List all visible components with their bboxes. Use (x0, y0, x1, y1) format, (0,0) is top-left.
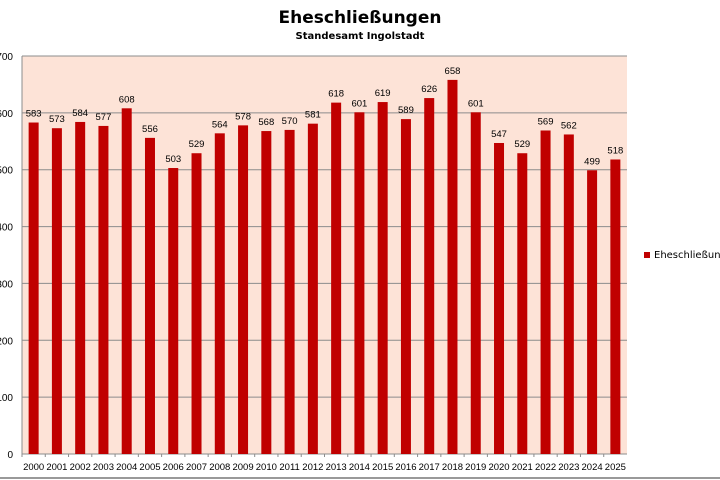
bar (331, 102, 342, 454)
data-label: 601 (351, 98, 367, 109)
bar (494, 142, 505, 454)
data-label: 568 (258, 117, 274, 128)
x-tick-label: 2013 (326, 462, 347, 473)
data-label: 601 (468, 98, 484, 109)
x-tick-label: 2020 (488, 462, 509, 473)
x-tick-label: 2017 (419, 462, 440, 473)
x-tick-label: 2021 (512, 462, 533, 473)
data-label: 503 (165, 154, 181, 165)
bar (610, 159, 621, 455)
x-tick-label: 2001 (46, 462, 67, 473)
bar (191, 153, 202, 454)
y-tick-label: 600 (0, 109, 13, 120)
data-label: 618 (328, 89, 344, 100)
bar (470, 112, 481, 454)
x-tick-label: 2023 (558, 462, 579, 473)
x-tick-label: 2014 (349, 462, 370, 473)
data-label: 589 (398, 105, 414, 116)
y-tick-label: 100 (0, 393, 13, 404)
x-tick-label: 2008 (209, 462, 230, 473)
x-tick-label: 2016 (395, 462, 416, 473)
x-tick-label: 2018 (442, 462, 463, 473)
divider (0, 477, 720, 479)
bar (168, 168, 179, 454)
x-tick-label: 2019 (465, 462, 486, 473)
x-tick-label: 2003 (93, 462, 114, 473)
legend-swatch (644, 252, 650, 258)
legend: Eheschließungen (644, 250, 720, 261)
bar (98, 125, 109, 454)
data-label: 583 (26, 109, 42, 120)
data-label: 529 (514, 139, 530, 150)
bar (28, 122, 39, 454)
data-label: 529 (189, 139, 205, 150)
data-label: 570 (282, 116, 298, 127)
data-label: 573 (49, 114, 65, 125)
x-tick-label: 2007 (186, 462, 207, 473)
data-label: 562 (561, 120, 577, 131)
bar (214, 133, 225, 454)
data-label: 518 (607, 145, 623, 156)
bar (284, 129, 295, 454)
x-tick-label: 2006 (163, 462, 184, 473)
legend-label: Eheschließungen (654, 250, 720, 261)
x-tick-label: 2012 (302, 462, 323, 473)
bar (377, 102, 388, 454)
x-tick-label: 2000 (23, 462, 44, 473)
x-tick-label: 2004 (116, 462, 137, 473)
plot-area (22, 56, 627, 454)
y-tick-label: 500 (0, 166, 13, 177)
x-tick-label: 2025 (605, 462, 626, 473)
x-tick-label: 2024 (582, 462, 603, 473)
bar (587, 170, 598, 455)
bar (540, 130, 551, 455)
x-tick-label: 2010 (256, 462, 277, 473)
data-label: 658 (445, 66, 461, 77)
bar (121, 108, 132, 455)
data-label: 626 (421, 84, 437, 95)
bar (400, 119, 411, 455)
data-label: 581 (305, 110, 321, 121)
data-label: 608 (119, 94, 135, 105)
y-tick-label: 300 (0, 279, 13, 290)
y-tick-label: 700 (0, 52, 13, 63)
y-tick-label: 0 (7, 450, 13, 461)
data-label: 547 (491, 129, 507, 140)
bar (238, 125, 249, 454)
x-tick-label: 2015 (372, 462, 393, 473)
data-label: 556 (142, 124, 158, 135)
bar (144, 137, 155, 455)
bar (51, 128, 62, 455)
x-tick-label: 2009 (232, 462, 253, 473)
data-label: 564 (212, 119, 228, 130)
data-label: 584 (72, 108, 88, 119)
bar (261, 131, 272, 454)
data-label: 499 (584, 156, 600, 167)
y-tick-label: 200 (0, 336, 13, 347)
bar (75, 121, 86, 454)
bar (517, 153, 528, 454)
x-tick-label: 2005 (139, 462, 160, 473)
bar (563, 134, 574, 454)
x-tick-label: 2022 (535, 462, 556, 473)
bar (424, 98, 435, 455)
y-tick-label: 400 (0, 223, 13, 234)
chart-subtitle: Standesamt Ingolstadt (295, 31, 425, 42)
bar (447, 79, 458, 454)
bar (307, 123, 318, 454)
bar (354, 112, 365, 454)
chart-title: Eheschließungen (278, 8, 442, 28)
data-label: 569 (538, 116, 554, 127)
data-label: 619 (375, 88, 391, 99)
x-tick-label: 2011 (279, 462, 299, 473)
data-label: 578 (235, 111, 251, 122)
x-tick-label: 2002 (70, 462, 91, 473)
data-label: 577 (96, 112, 112, 123)
